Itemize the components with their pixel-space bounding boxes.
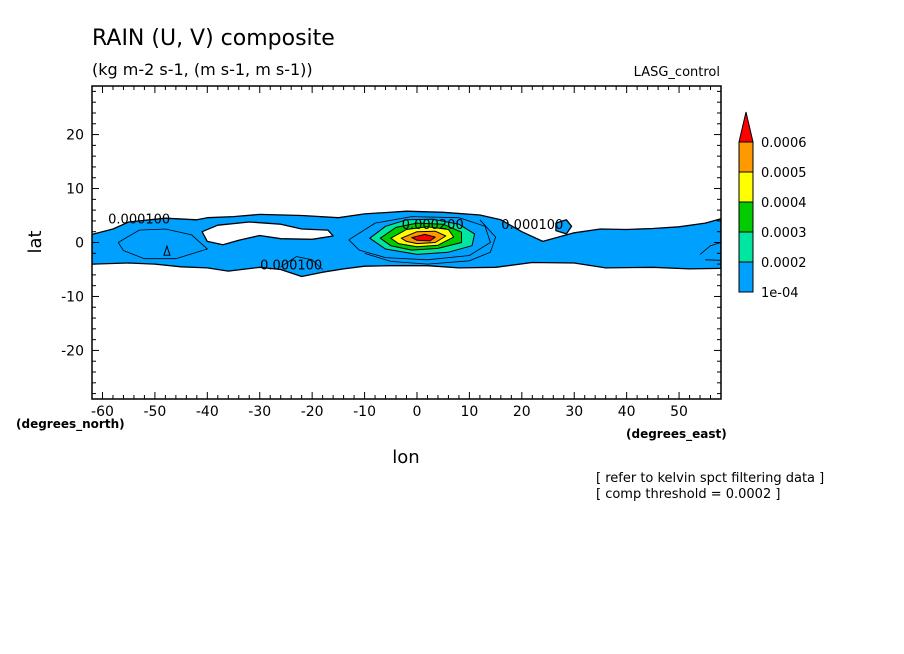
colorbar-label-5: 0.0006 bbox=[761, 136, 807, 151]
x-tick-label: -50 bbox=[143, 404, 166, 420]
x-tick-label: 20 bbox=[513, 404, 531, 420]
colorbar-label-2: 0.0003 bbox=[761, 226, 807, 241]
contour-region-1 bbox=[201, 221, 334, 246]
contour-labels: 0.000100 0.000100 0.000200 0.000100 bbox=[108, 213, 563, 274]
x-tick-label: 0 bbox=[413, 404, 422, 420]
colorbar-swatch-4 bbox=[738, 141, 754, 173]
y-axis-label: lat bbox=[25, 230, 46, 253]
contour-label-1: 0.000100 bbox=[260, 258, 322, 273]
x-tick-label: -20 bbox=[301, 404, 324, 420]
contour-marker-0 bbox=[163, 244, 171, 256]
contour-label-3: 0.000100 bbox=[501, 218, 563, 233]
contour-line-4 bbox=[699, 242, 721, 261]
contour-line-0 bbox=[117, 228, 209, 260]
x-tick-label: 50 bbox=[670, 404, 688, 420]
contour-line-2 bbox=[364, 219, 497, 265]
y-tick-label: 20 bbox=[66, 128, 84, 144]
colorbar-swatch-1 bbox=[738, 231, 754, 263]
contour-lines bbox=[117, 216, 721, 270]
x-unit-label: (degrees_east) bbox=[626, 427, 727, 442]
contour-region-7 bbox=[411, 233, 436, 242]
y-tick-label: 0 bbox=[75, 236, 84, 252]
x-axis-label: lon bbox=[392, 447, 419, 468]
axis-ticks: -60 -50 -40 -30 -20 -10 0 10 20 30 40 50 -20 -10 0 10 20 bbox=[61, 86, 722, 420]
refer-note: [ refer to kelvin spct filtering data ] bbox=[596, 471, 824, 486]
y-unit-label: (degrees_north) bbox=[16, 417, 125, 432]
x-tick-label: -60 bbox=[91, 404, 114, 420]
colorbar: 1e-04 0.0002 0.0003 0.0004 0.0005 0.0006 bbox=[738, 111, 807, 301]
colorbar-label-0: 1e-04 bbox=[761, 286, 799, 301]
threshold-note: [ comp threshold = 0.0002 ] bbox=[596, 487, 780, 502]
contour-label-2: 0.000200 bbox=[402, 218, 464, 233]
run-label: LASG_control bbox=[634, 65, 720, 80]
colorbar-swatch-2 bbox=[738, 201, 754, 233]
contour-region-2 bbox=[555, 219, 573, 235]
chart-subtitle: (kg m-2 s-1, (m s-1, m s-1)) bbox=[92, 60, 313, 79]
x-tick-label: 10 bbox=[460, 404, 478, 420]
x-tick-label: 30 bbox=[565, 404, 583, 420]
colorbar-swatch-0 bbox=[738, 261, 754, 293]
x-tick-label: -40 bbox=[196, 404, 219, 420]
colorbar-swatch-5 bbox=[738, 111, 754, 143]
colorbar-label-3: 0.0004 bbox=[761, 196, 807, 211]
colorbar-label-4: 0.0005 bbox=[761, 166, 807, 181]
contour-label-0: 0.000100 bbox=[108, 213, 170, 228]
filled-contours bbox=[92, 210, 721, 278]
x-tick-label: -30 bbox=[248, 404, 271, 420]
contour-line-1 bbox=[348, 216, 491, 261]
y-tick-label: -10 bbox=[61, 289, 84, 305]
colorbar-label-1: 0.0002 bbox=[761, 256, 807, 271]
x-tick-label: 40 bbox=[618, 404, 636, 420]
chart-title: RAIN (U, V) composite bbox=[92, 26, 335, 51]
y-tick-label: -20 bbox=[61, 343, 84, 359]
colorbar-swatch-3 bbox=[738, 171, 754, 203]
x-tick-label: -10 bbox=[353, 404, 376, 420]
contour-line-3 bbox=[280, 256, 323, 270]
y-tick-label: 10 bbox=[66, 182, 84, 198]
